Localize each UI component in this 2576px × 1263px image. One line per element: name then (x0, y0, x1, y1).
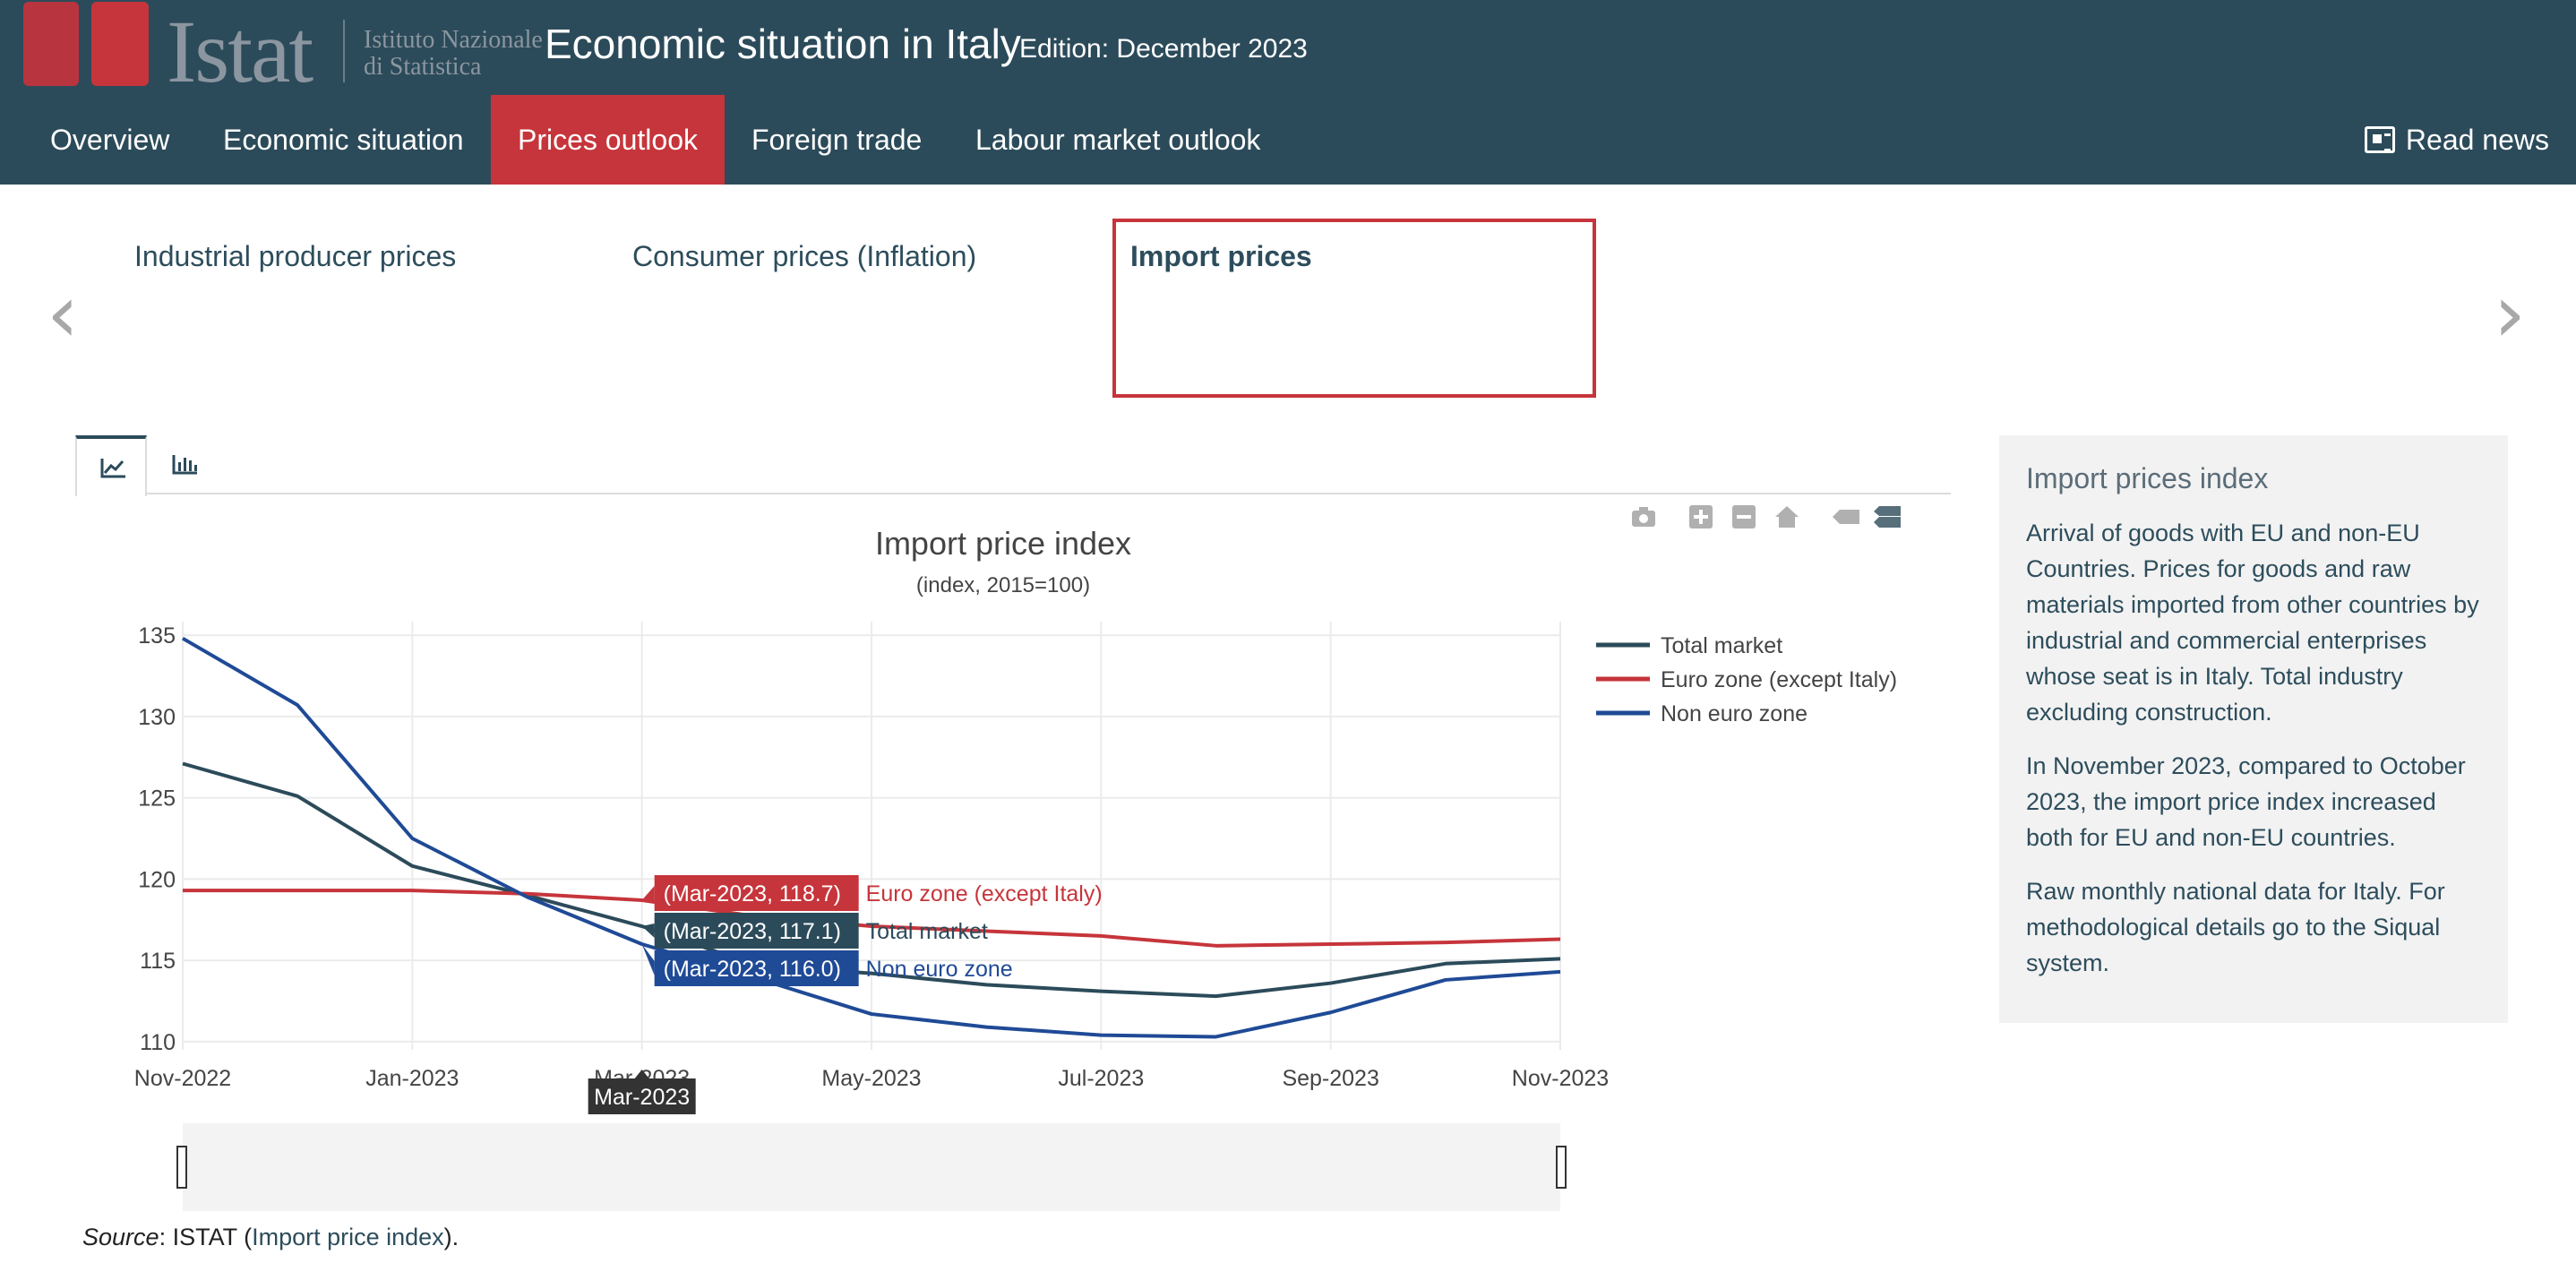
y-tick-label: 110 (140, 1030, 176, 1055)
tooltip-box (654, 875, 859, 911)
range-slider-left-handle[interactable] (176, 1146, 187, 1189)
home-icon[interactable] (1773, 503, 1800, 530)
series-line[interactable] (183, 889, 1561, 948)
chevron-right-icon[interactable]: › (2494, 267, 2526, 361)
istat-logo-word[interactable]: Istat (167, 2, 313, 101)
tooltip-value: (Mar-2023, 116.0) (664, 957, 841, 982)
x-hover-pointer (634, 1070, 649, 1078)
hover-compare-icon[interactable] (1872, 503, 1901, 530)
tooltip-box (654, 913, 859, 949)
import-price-chart: 110 115 120 125 130 135 Nov-2022 Jan-2023 Mar-20… (134, 622, 1897, 1211)
tooltip-series-name: Euro zone (except Italy) (866, 881, 1103, 906)
source-end: ). (443, 1224, 459, 1250)
y-tick-label: 115 (140, 949, 176, 974)
y-tick-label: 120 (138, 867, 176, 892)
nav-item-economic-situation[interactable]: Economic situation (223, 124, 464, 156)
edition-label: Edition: December 2023 (1019, 34, 1308, 64)
x-tick-label: Nov-2023 (1512, 1066, 1609, 1091)
main-nav: Overview Economic situation Prices outlo… (0, 95, 2576, 185)
chart-subtitle: (index, 2015=100) (915, 573, 1091, 597)
x-hover-box (588, 1078, 696, 1114)
info-panel: Import prices index Arrival of goods wit… (1999, 435, 2508, 1023)
zoom-out-icon[interactable] (1730, 503, 1757, 530)
read-news-label: Read news (2405, 124, 2549, 156)
logo-sub-line2: di Statistica (364, 53, 482, 81)
x-tick-label: May-2023 (821, 1066, 921, 1091)
y-tick-label: 125 (138, 786, 176, 812)
carousel-item-industrial-producer-prices[interactable]: Industrial producer prices (134, 240, 457, 272)
newspaper-icon (2364, 126, 2395, 153)
x-tick-label: Sep-2023 (1282, 1066, 1378, 1091)
hover-closest-icon[interactable] (1831, 503, 1859, 530)
legend-label: Total market (1661, 633, 1782, 658)
indicator-carousel: ‹ Industrial producer prices Consumer pr… (0, 185, 2576, 408)
source-link[interactable]: Import price index (252, 1224, 444, 1250)
legend-label: Non euro zone (1661, 701, 1807, 726)
istat-logo-subtitle: Istituto Nazionale di Statistica (364, 27, 543, 81)
tooltip-pointer (641, 924, 655, 938)
tooltip-pointer (641, 944, 655, 975)
info-paragraph-2: In November 2023, compared to October 20… (2026, 752, 2466, 851)
carousel-item-consumer-prices[interactable]: Consumer prices (Inflation) (632, 240, 977, 272)
tab-line-chart[interactable] (75, 435, 147, 496)
chart-title: Import price index (874, 525, 1132, 562)
series-line[interactable] (182, 761, 1561, 999)
tooltip-value: (Mar-2023, 118.7) (664, 881, 841, 906)
range-slider-right-handle[interactable] (1556, 1146, 1567, 1189)
logo-sub-line1: Istituto Nazionale (364, 26, 543, 54)
istat-logo-mark-left (23, 2, 79, 86)
tooltip-pointer (641, 886, 655, 900)
nav-item-prices-outlook[interactable]: Prices outlook (491, 95, 725, 185)
chevron-left-icon[interactable]: ‹ (47, 267, 79, 361)
tooltip-series-name: Non euro zone (866, 957, 1013, 982)
y-tick-label: 135 (138, 623, 176, 649)
tooltip-value: (Mar-2023, 117.1) (664, 919, 841, 944)
x-tick-label: Jan-2023 (365, 1066, 459, 1091)
bar-chart-icon (172, 455, 197, 475)
info-title: Import prices index (2026, 462, 2269, 494)
tab-bar-chart[interactable] (149, 435, 220, 494)
x-tick-label: Nov-2022 (134, 1066, 231, 1091)
zoom-in-icon[interactable] (1687, 503, 1714, 530)
header: Istat Istituto Nazionale di Statistica E… (0, 0, 2576, 185)
legend-label: Euro zone (except Italy) (1661, 667, 1897, 692)
chart-type-tabs (75, 435, 1951, 496)
page-title: Economic situation in Italy (545, 21, 1021, 67)
logo-divider (343, 20, 345, 82)
info-paragraph-3: Raw monthly national data for Italy. For… (2026, 878, 2445, 976)
x-tick-label: Jul-2023 (1058, 1066, 1144, 1091)
range-slider[interactable] (183, 1123, 1560, 1211)
source-text: : ISTAT ( (159, 1224, 253, 1250)
nav-item-foreign-trade[interactable]: Foreign trade (751, 124, 923, 156)
tooltip-series-name: Total market (866, 919, 988, 944)
read-news-link[interactable]: Read news (2364, 95, 2549, 185)
camera-icon[interactable] (1630, 503, 1657, 530)
y-tick-label: 130 (138, 705, 176, 730)
istat-logo-mark-right (91, 2, 149, 86)
series-line[interactable] (181, 636, 1561, 1039)
info-paragraph-1: Arrival of goods with EU and non-EU Coun… (2026, 520, 2479, 726)
source-note: Source: ISTAT (Import price index). (82, 1224, 459, 1251)
nav-item-labour-market-outlook[interactable]: Labour market outlook (975, 124, 1261, 156)
carousel-selected-frame (1112, 219, 1596, 398)
x-hover-label: Mar-2023 (594, 1085, 690, 1110)
tooltip-box (654, 950, 859, 986)
carousel-item-import-prices[interactable]: Import prices (1130, 240, 1312, 272)
source-label: Source (82, 1224, 159, 1250)
nav-item-overview[interactable]: Overview (50, 124, 170, 156)
line-chart-icon (100, 459, 125, 478)
